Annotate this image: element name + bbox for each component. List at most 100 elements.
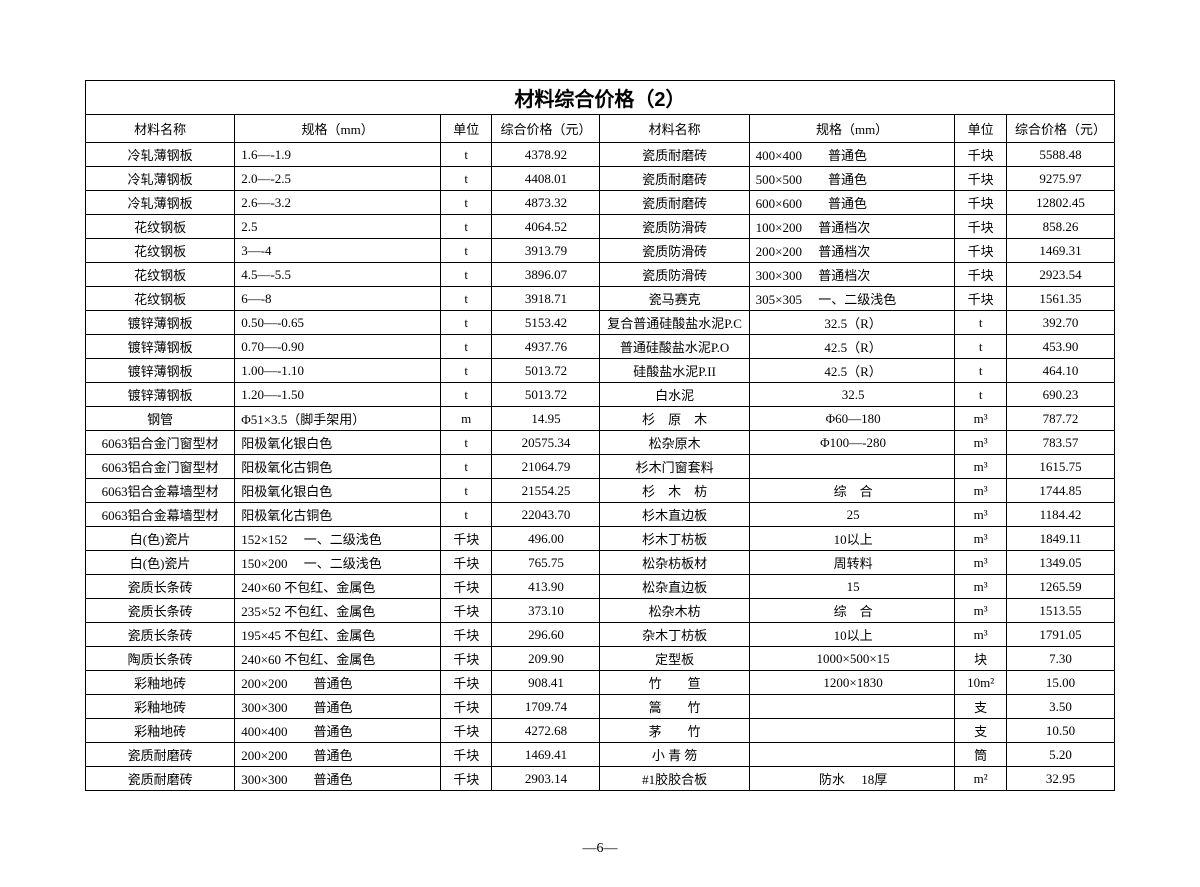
cell-name-right-12: 松杂原木 — [600, 431, 749, 455]
cell-spec-right-15: 25 — [749, 503, 955, 527]
cell-spec-right-2: 600×600 普通色 — [749, 191, 955, 215]
cell-unit-right-17: m³ — [955, 551, 1006, 575]
cell-price-left-21: 209.90 — [492, 647, 600, 671]
cell-name-left-14: 6063铝合金幕墙型材 — [86, 479, 235, 503]
cell-spec-left-13: 阳极氧化古铜色 — [235, 455, 441, 479]
cell-name-left-18: 瓷质长条砖 — [86, 575, 235, 599]
cell-unit-right-19: m³ — [955, 599, 1006, 623]
cell-spec-left-14: 阳极氧化银白色 — [235, 479, 441, 503]
cell-price-left-10: 5013.72 — [492, 383, 600, 407]
cell-price-right-21: 7.30 — [1006, 647, 1114, 671]
cell-unit-left-3: t — [441, 215, 492, 239]
cell-unit-right-16: m³ — [955, 527, 1006, 551]
cell-unit-right-20: m³ — [955, 623, 1006, 647]
cell-name-right-3: 瓷质防滑砖 — [600, 215, 749, 239]
cell-unit-right-21: 块 — [955, 647, 1006, 671]
cell-spec-right-21: 1000×500×15 — [749, 647, 955, 671]
cell-unit-right-9: t — [955, 359, 1006, 383]
col-header-name-right: 材料名称 — [600, 115, 749, 143]
cell-spec-right-26: 防水 18厚 — [749, 767, 955, 791]
cell-price-right-17: 1349.05 — [1006, 551, 1114, 575]
cell-spec-left-7: 0.50—-0.65 — [235, 311, 441, 335]
cell-name-right-8: 普通硅酸盐水泥P.O — [600, 335, 749, 359]
cell-unit-left-25: 千块 — [441, 743, 492, 767]
cell-price-right-6: 1561.35 — [1006, 287, 1114, 311]
cell-name-right-16: 杉木丁枋板 — [600, 527, 749, 551]
cell-price-left-24: 4272.68 — [492, 719, 600, 743]
cell-price-right-2: 12802.45 — [1006, 191, 1114, 215]
cell-unit-left-5: t — [441, 263, 492, 287]
cell-spec-right-3: 100×200 普通档次 — [749, 215, 955, 239]
cell-spec-right-6: 305×305 一、二级浅色 — [749, 287, 955, 311]
cell-name-left-0: 冷轧薄钢板 — [86, 143, 235, 167]
cell-spec-right-19: 综 合 — [749, 599, 955, 623]
cell-name-right-23: 篙 竹 — [600, 695, 749, 719]
cell-unit-left-6: t — [441, 287, 492, 311]
cell-unit-left-12: t — [441, 431, 492, 455]
cell-unit-right-22: 10m² — [955, 671, 1006, 695]
cell-spec-left-5: 4.5—-5.5 — [235, 263, 441, 287]
cell-name-left-10: 镀锌薄钢板 — [86, 383, 235, 407]
col-header-spec-right: 规格（mm） — [749, 115, 955, 143]
cell-unit-left-1: t — [441, 167, 492, 191]
cell-unit-right-1: 千块 — [955, 167, 1006, 191]
cell-price-right-26: 32.95 — [1006, 767, 1114, 791]
cell-name-right-15: 杉木直边板 — [600, 503, 749, 527]
col-header-name: 材料名称 — [86, 115, 235, 143]
cell-spec-left-18: 240×60 不包红、金属色 — [235, 575, 441, 599]
cell-spec-right-25 — [749, 743, 955, 767]
cell-name-left-15: 6063铝合金幕墙型材 — [86, 503, 235, 527]
cell-unit-left-11: m — [441, 407, 492, 431]
price-table-container: 材料综合价格（2）材料名称规格（mm）单位综合价格（元）材料名称规格（mm）单位… — [85, 80, 1115, 791]
cell-spec-right-20: 10以上 — [749, 623, 955, 647]
cell-name-right-10: 白水泥 — [600, 383, 749, 407]
cell-name-left-7: 镀锌薄钢板 — [86, 311, 235, 335]
cell-name-left-4: 花纹钢板 — [86, 239, 235, 263]
table-title: 材料综合价格（2） — [86, 81, 1115, 115]
cell-unit-right-5: 千块 — [955, 263, 1006, 287]
cell-name-right-11: 杉 原 木 — [600, 407, 749, 431]
cell-spec-right-24 — [749, 719, 955, 743]
cell-unit-right-18: m³ — [955, 575, 1006, 599]
cell-price-left-9: 5013.72 — [492, 359, 600, 383]
cell-unit-right-24: 支 — [955, 719, 1006, 743]
cell-price-left-19: 373.10 — [492, 599, 600, 623]
cell-unit-right-14: m³ — [955, 479, 1006, 503]
cell-name-right-5: 瓷质防滑砖 — [600, 263, 749, 287]
cell-spec-left-1: 2.0—-2.5 — [235, 167, 441, 191]
cell-price-left-3: 4064.52 — [492, 215, 600, 239]
cell-name-right-13: 杉木门窗套料 — [600, 455, 749, 479]
cell-spec-right-1: 500×500 普通色 — [749, 167, 955, 191]
cell-name-left-19: 瓷质长条砖 — [86, 599, 235, 623]
cell-price-left-18: 413.90 — [492, 575, 600, 599]
cell-unit-right-11: m³ — [955, 407, 1006, 431]
cell-spec-left-20: 195×45 不包红、金属色 — [235, 623, 441, 647]
cell-price-right-10: 690.23 — [1006, 383, 1114, 407]
cell-price-right-7: 392.70 — [1006, 311, 1114, 335]
cell-price-left-17: 765.75 — [492, 551, 600, 575]
cell-spec-left-11: Φ51×3.5（脚手架用） — [235, 407, 441, 431]
cell-name-right-20: 杂木丁枋板 — [600, 623, 749, 647]
cell-name-left-8: 镀锌薄钢板 — [86, 335, 235, 359]
cell-spec-left-25: 200×200 普通色 — [235, 743, 441, 767]
cell-name-left-6: 花纹钢板 — [86, 287, 235, 311]
cell-price-left-1: 4408.01 — [492, 167, 600, 191]
cell-spec-right-8: 42.5（R） — [749, 335, 955, 359]
cell-price-left-15: 22043.70 — [492, 503, 600, 527]
cell-price-right-4: 1469.31 — [1006, 239, 1114, 263]
cell-spec-left-2: 2.6—-3.2 — [235, 191, 441, 215]
cell-price-left-13: 21064.79 — [492, 455, 600, 479]
material-price-table: 材料综合价格（2）材料名称规格（mm）单位综合价格（元）材料名称规格（mm）单位… — [85, 80, 1115, 791]
cell-price-left-4: 3913.79 — [492, 239, 600, 263]
cell-spec-left-16: 152×152 一、二级浅色 — [235, 527, 441, 551]
cell-price-right-11: 787.72 — [1006, 407, 1114, 431]
cell-spec-left-3: 2.5 — [235, 215, 441, 239]
cell-spec-right-11: Φ60—180 — [749, 407, 955, 431]
cell-unit-right-23: 支 — [955, 695, 1006, 719]
cell-price-right-9: 464.10 — [1006, 359, 1114, 383]
cell-unit-left-19: 千块 — [441, 599, 492, 623]
cell-name-left-12: 6063铝合金门窗型材 — [86, 431, 235, 455]
cell-price-right-14: 1744.85 — [1006, 479, 1114, 503]
cell-price-right-13: 1615.75 — [1006, 455, 1114, 479]
cell-name-right-24: 茅 竹 — [600, 719, 749, 743]
